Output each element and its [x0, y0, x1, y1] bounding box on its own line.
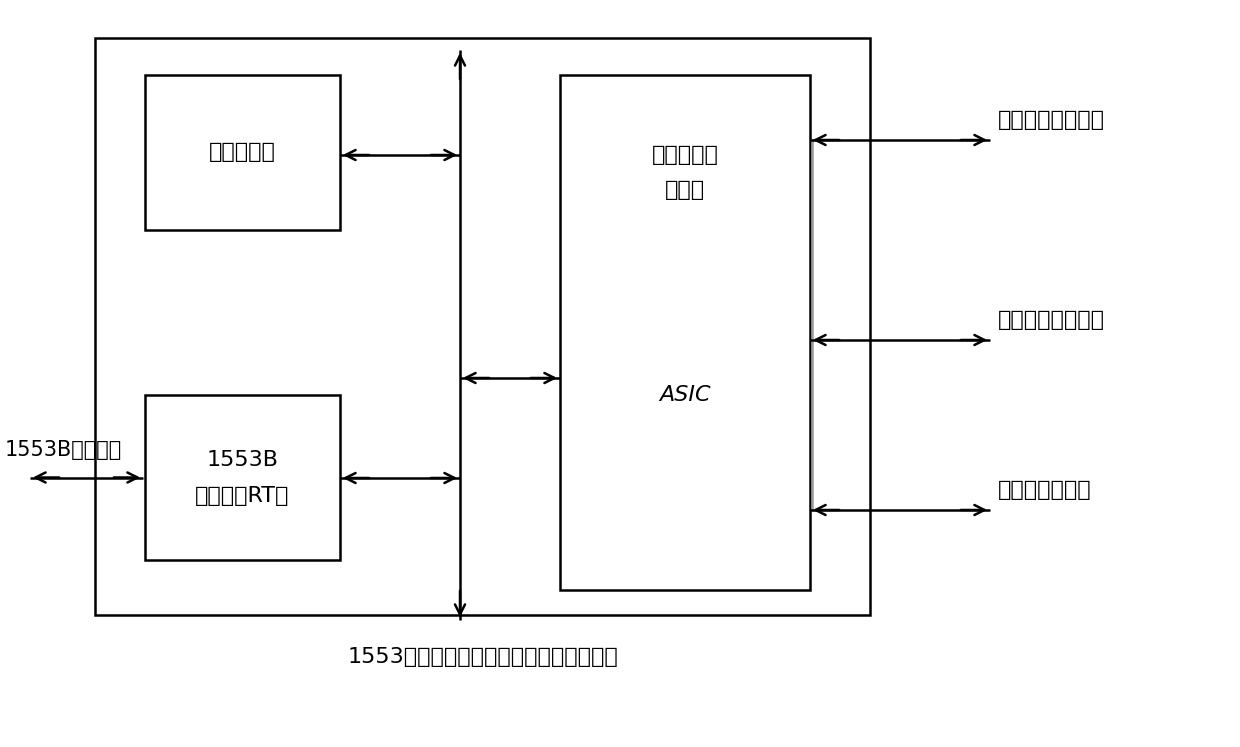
Text: 总线模块RT端: 总线模块RT端 [196, 486, 290, 506]
Text: 1553B: 1553B [207, 450, 279, 470]
Text: 加热器总线接口: 加热器总线接口 [998, 480, 1091, 500]
Text: 星内设备总: 星内设备总 [651, 145, 718, 165]
Text: 线管理: 线管理 [665, 180, 706, 200]
Text: 单片机模块: 单片机模块 [210, 143, 277, 163]
Text: 电源管理总线接口: 电源管理总线接口 [998, 110, 1105, 130]
Text: 1553总线与星内设备总线间数据传输装置: 1553总线与星内设备总线间数据传输装置 [347, 647, 618, 667]
Text: 1553B总线接口: 1553B总线接口 [5, 439, 123, 459]
Text: ASIC: ASIC [660, 385, 711, 405]
Bar [145, 395, 340, 560]
Bar [95, 38, 870, 615]
Bar [145, 75, 340, 230]
Bar [560, 75, 810, 590]
Text: 有效载荷总线接口: 有效载荷总线接口 [998, 310, 1105, 330]
